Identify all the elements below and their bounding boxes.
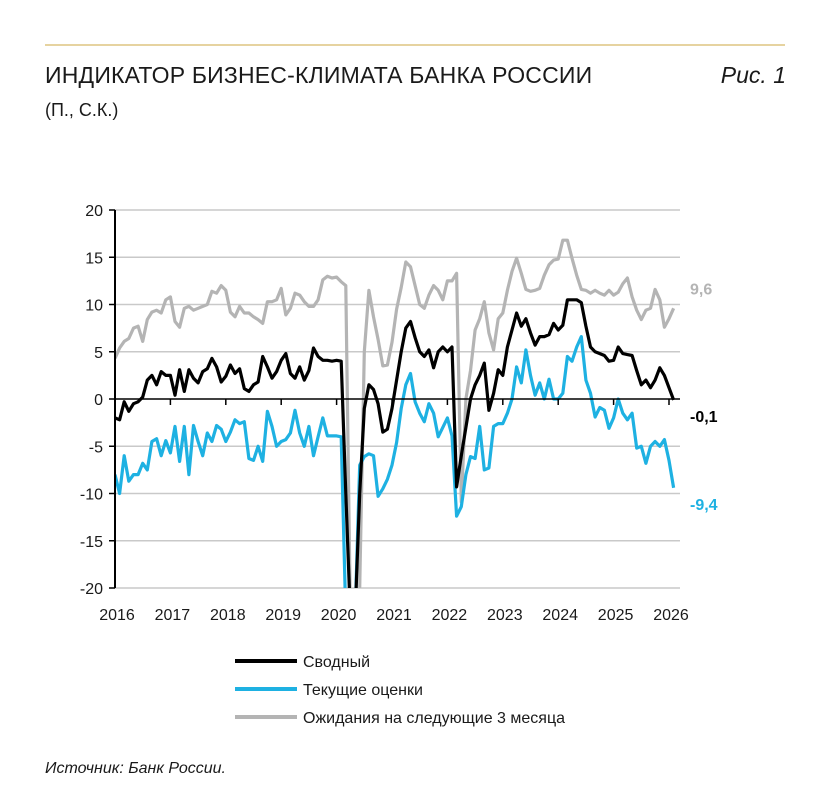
chart-subtitle: (П., С.К.) <box>45 100 119 120</box>
y-tick-label: -15 <box>80 534 103 551</box>
x-tick-label: 2017 <box>155 607 191 624</box>
x-tick-label: 2021 <box>376 607 412 624</box>
x-tick-label: 2023 <box>487 607 523 624</box>
legend-label: Сводный <box>303 654 370 671</box>
top-rule <box>45 44 785 46</box>
x-tick-label: 2016 <box>99 607 135 624</box>
series-end-label: -0,1 <box>690 409 718 426</box>
series-line <box>115 335 676 588</box>
figure-label: Рис. 1 <box>720 62 786 88</box>
series-end-label: 9,6 <box>690 281 712 298</box>
series-end-label: -9,4 <box>690 497 718 514</box>
x-tick-label: 2026 <box>653 607 689 624</box>
y-tick-label: 20 <box>85 203 103 220</box>
y-tick-label: 5 <box>94 345 103 362</box>
y-tick-label: 15 <box>85 250 103 267</box>
x-tick-label: 2019 <box>265 607 301 624</box>
legend: Сводный Текущие оценки Ожидания на следу… <box>235 654 565 727</box>
y-tick-label: -10 <box>80 487 103 504</box>
x-tick-label: 2024 <box>542 607 578 624</box>
y-tick-label: -20 <box>80 581 103 598</box>
legend-label: Ожидания на следующие 3 месяца <box>303 710 565 727</box>
series-line <box>115 298 676 588</box>
legend-label: Текущие оценки <box>303 682 423 699</box>
chart-title: ИНДИКАТОР БИЗНЕС-КЛИМАТА БАНКА РОССИИ <box>45 62 593 88</box>
x-tick-label: 2025 <box>598 607 634 624</box>
x-tick-label: 2020 <box>321 607 357 624</box>
x-tick-label: 2018 <box>210 607 246 624</box>
y-tick-label: 0 <box>94 392 103 409</box>
y-tick-label: 10 <box>85 298 103 315</box>
series-line <box>115 238 676 588</box>
x-tick-label: 2022 <box>432 607 468 624</box>
y-tick-label: -5 <box>89 439 103 456</box>
source-note: Источник: Банк России. <box>45 760 226 777</box>
